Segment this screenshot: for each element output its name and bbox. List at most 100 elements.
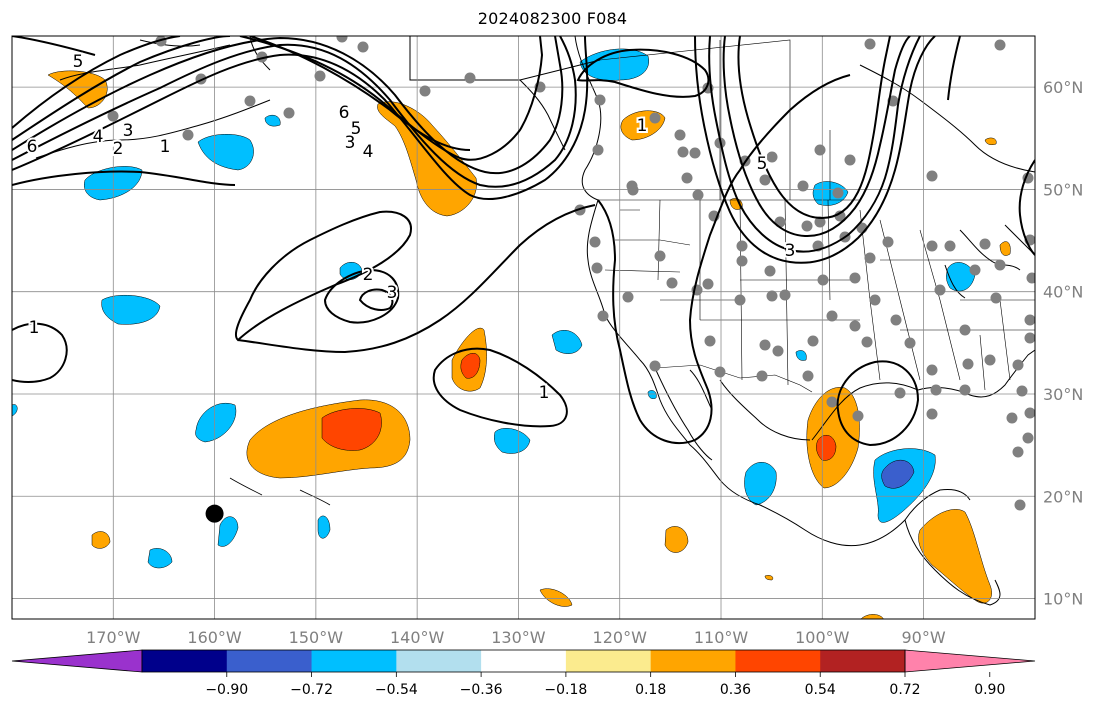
station-dot [314,70,326,82]
colorbar-segment [226,650,313,672]
station-dot [622,291,634,303]
fill-blob [321,408,382,451]
station-dot [736,255,748,267]
map-title: 2024082300 F084 [477,9,628,28]
station-dot [1006,412,1018,424]
station-dot [807,335,819,347]
station-dot [736,240,748,252]
colorbar-tick-label: −0.90 [205,682,248,698]
station-dot [714,366,726,378]
contour-line [836,360,920,447]
station-dot [944,240,956,252]
colorbar-tick-label: 0.54 [805,682,836,698]
colorbar: −0.90 −0.72 −0.54 −0.36 −0.18 0.18 0.36 0.54 0.7… [11,649,1036,698]
colorbar-tick-label: −0.72 [290,682,333,698]
fill-blob [812,181,849,206]
station-dot [826,310,838,322]
station-dot [681,172,693,184]
latitude-tick-label: 60°N [1043,78,1083,97]
station-dot [689,147,701,159]
fill-blob [551,330,583,354]
station-dot [772,345,784,357]
station-dot [336,36,348,43]
contour-line [737,36,891,220]
contour-line [708,36,921,253]
station-dot [969,264,981,276]
station-dot [844,154,856,166]
station-dot [1012,446,1024,458]
contour-line [12,36,564,175]
station-dot [882,236,894,248]
station-dot [759,339,771,351]
contour-line [12,36,577,188]
contour-label: 2 [113,139,124,159]
station-dot [759,174,771,186]
fill-blob [494,428,531,454]
contour-label: 5 [73,52,84,72]
fill-blob [317,515,331,539]
contour-label: 6 [27,137,38,157]
contour-line [234,210,412,342]
station-dot [734,294,746,306]
positive-anomaly-fills [47,70,1011,619]
station-dot [894,387,906,399]
contour-line [597,74,851,445]
longitude-tick-label: 100°W [795,628,850,647]
contour-label: 2 [363,265,374,285]
station-dot [766,290,778,302]
contour-line [12,170,236,186]
station-dot [666,277,678,289]
station-dot [984,354,996,366]
location-marker [205,504,224,523]
station-dot [1024,314,1035,326]
station-dot [864,252,876,264]
latitude-tick-label: 50°N [1043,180,1083,199]
latitude-tick-label: 40°N [1043,283,1083,302]
station-dot [802,370,814,382]
contour-line [722,36,911,238]
station-dot [649,112,661,124]
negative-anomaly-fills [12,48,976,569]
colorbar-extend-low [11,649,143,673]
station-dot [357,41,369,53]
latitude-tick-label: 20°N [1043,487,1083,506]
fill-blob [764,575,774,581]
fill-blob [377,101,477,217]
station-dot [962,358,974,370]
station-dot [756,370,768,382]
longitude-tick-label: 120°W [593,628,648,647]
fill-blob [147,548,173,569]
station-dot [1014,499,1026,511]
station-dot [990,292,1002,304]
station-dot [592,144,604,156]
station-dot [864,38,876,50]
contour-line [249,36,471,151]
station-dot [926,408,938,420]
station-dot [926,240,938,252]
colorbar-segment [565,650,652,672]
station-dot [817,274,829,286]
fill-blob [264,114,281,127]
contour-line [576,48,710,98]
contour-label: 3 [387,283,398,303]
station-dot [869,294,881,306]
fill-blob [217,516,239,547]
station-dot [766,151,778,163]
station-dot [832,187,844,199]
fill-blob [195,403,237,443]
contour-line [1018,159,1035,256]
station-dot [764,265,776,277]
colorbar-tick-label: −0.36 [460,682,503,698]
longitude-tick-label: 110°W [694,628,749,647]
station-dot [1012,359,1024,371]
colorbar-segment [735,650,821,672]
colorbar-segment [311,650,397,672]
fill-blob [91,531,111,549]
station-dot [419,85,431,97]
station-dot [930,384,942,396]
plot-area [12,36,1035,619]
contour-labels: 5 6 4 3 2 1 6 5 4 3 2 3 1 1 1 5 3 [25,50,798,405]
station-dot [826,396,838,408]
colorbar-extend-high [904,649,1036,673]
